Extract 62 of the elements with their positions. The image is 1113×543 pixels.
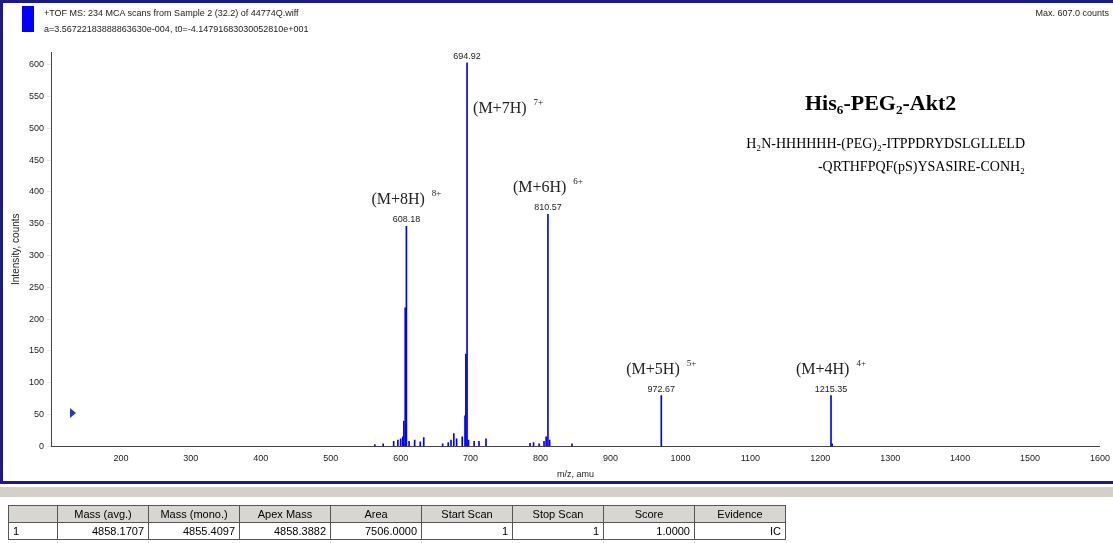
text: His₆-PEG₂-Akt2 — [805, 90, 957, 116]
text: Mass (avg.) — [57, 505, 149, 523]
text: 1.0000 — [603, 522, 695, 540]
annotation: 972.67 — [647, 383, 676, 394]
x-tick-label: 1400 — [950, 453, 971, 464]
annotation: (M+8H) 8+ — [371, 188, 442, 209]
text: Max. 607.0 counts — [1035, 8, 1109, 18]
annotation: 810.57 — [534, 202, 562, 213]
y-tick-label: 550 — [28, 91, 45, 102]
x-tick-label: 500 — [323, 453, 339, 464]
text: Mass (mono.) — [148, 505, 240, 523]
x-tick-label: 600 — [393, 453, 409, 464]
annotation: (M+4H) 4+ — [795, 357, 867, 378]
text: 4858.1707 — [57, 522, 149, 540]
x-tick-label: 700 — [463, 453, 479, 464]
text: 4858.3882 — [239, 522, 331, 540]
text: Area — [330, 505, 422, 523]
x-tick-label: 400 — [253, 453, 269, 464]
y-tick-label: 600 — [28, 59, 45, 70]
x-tick-label: 300 — [183, 453, 199, 464]
text: 4855.4097 — [148, 522, 240, 540]
y-tick-label: 350 — [28, 218, 45, 229]
text: 1 — [421, 522, 513, 540]
text: Stop Scan — [512, 505, 604, 523]
x-tick-label: 900 — [602, 453, 618, 464]
y-tick-label: 150 — [28, 345, 45, 356]
annotation: (M+6H) 6+ — [512, 176, 583, 197]
text: 7506.0000 — [330, 522, 422, 540]
x-tick-label: 1600 — [1089, 453, 1110, 464]
x-tick-label: 200 — [113, 453, 129, 464]
y-tick-label: 250 — [28, 281, 45, 292]
text: Start Scan — [421, 505, 513, 523]
text: IC — [694, 522, 786, 540]
text: 1 — [512, 522, 604, 540]
text: +TOF MS: 234 MCA scans from Sample 2 (32.2) of 44774Q.wiff — [44, 8, 299, 18]
annotation: (M+7H) 7+ — [473, 96, 544, 117]
y-tick-label: 50 — [34, 409, 45, 420]
text: Apex Mass — [239, 505, 331, 523]
x-tick-label: 1000 — [670, 453, 691, 464]
text: a=3.56722183888863630e-004, t0=-4.14791683030052810e+001 — [44, 24, 309, 34]
y-tick-label: 450 — [28, 154, 45, 165]
y-tick-label: 200 — [28, 313, 45, 324]
x-tick-label: 800 — [533, 453, 549, 464]
x-axis-title: m/z, amu — [556, 469, 595, 480]
annotation: 1215.35 — [814, 383, 848, 394]
y-tick-label: 400 — [28, 186, 45, 197]
y-tick-label: 0 — [39, 440, 45, 451]
y-axis-title: Intensity, counts — [9, 213, 21, 285]
y-tick-label: 300 — [28, 250, 45, 261]
text: H₂N-HHHHHH-(PEG)₂-ITPPDRYDSLGLLELD -QRTHFPQF(pS)YSASIRE-CONH₂ — [746, 135, 1025, 176]
y-tick-label: 500 — [28, 122, 45, 133]
x-tick-label: 1500 — [1020, 453, 1041, 464]
annotation: 608.18 — [392, 214, 421, 225]
annotation: (M+5H) 5+ — [626, 357, 697, 378]
annotation: 694.92 — [453, 50, 481, 61]
y-tick-label: 100 — [28, 377, 45, 388]
text: Evidence — [694, 505, 786, 523]
x-tick-label: 1200 — [810, 453, 831, 464]
text: Score — [603, 505, 695, 523]
text: 1 — [8, 522, 58, 540]
x-tick-label: 1100 — [740, 453, 761, 464]
x-tick-label: 1300 — [880, 453, 901, 464]
